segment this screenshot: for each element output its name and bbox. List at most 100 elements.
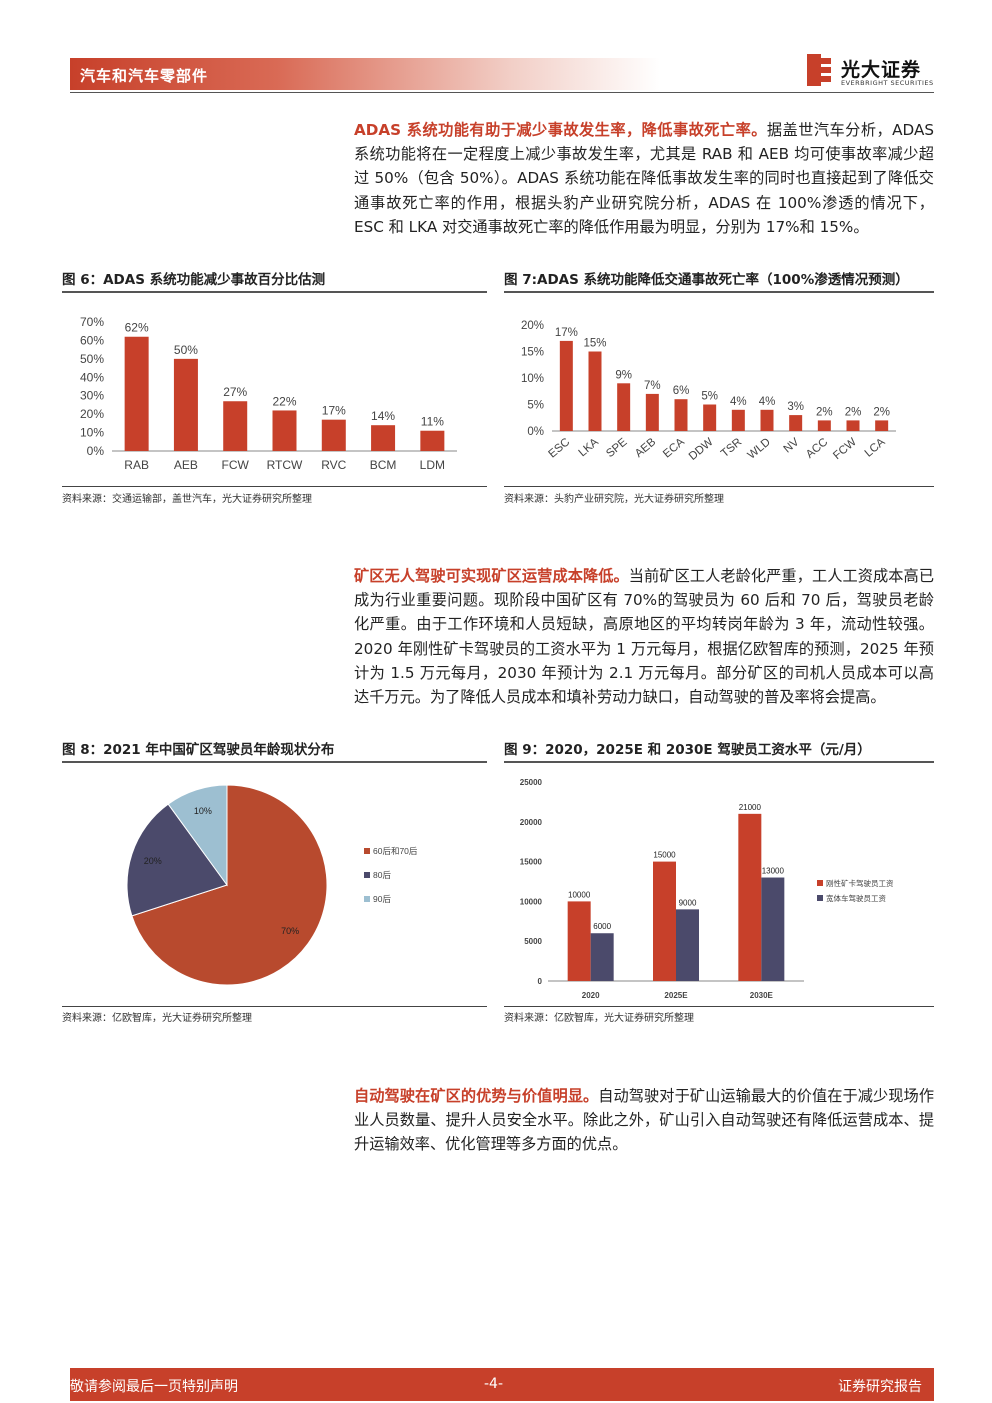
y-tick-label: 20% [521, 320, 544, 332]
x-tick-label: FCW [222, 458, 250, 472]
chart-fig7: 0% 5% 10% 15% 20% 17% ESC 15% LKA 9% SPE 7% AEB 6% ECA… [521, 320, 896, 463]
figure-source: 资料来源：亿欧智库，光大证券研究所整理 [504, 1013, 694, 1024]
x-tick-label: AEB [633, 436, 659, 460]
y-tick-label: 50% [80, 352, 104, 366]
x-tick-label: AEB [174, 458, 198, 472]
x-tick-label: RVC [321, 458, 346, 472]
header-band: 汽车和汽车零部件 [70, 58, 660, 90]
x-tick-label: SPE [604, 436, 630, 460]
x-tick-label: ECA [661, 436, 687, 461]
source-rule [504, 1006, 934, 1007]
legend-label: 宽体车驾驶员工资 [826, 893, 886, 903]
paragraph-highlight: 自动驾驶在矿区的优势与价值明显。 [354, 1087, 599, 1105]
figure-title: 图 7:ADAS 系统功能降低交通事故死亡率（100%渗透情况预测） [504, 272, 909, 288]
bar [645, 393, 659, 431]
paragraph-adas: ADAS 系统功能有助于减少事故发生率，降低事故死亡率。据盖世汽车分析，ADAS… [354, 118, 934, 239]
figure-title: 图 6：ADAS 系统功能减少事故百分比估测 [62, 272, 326, 288]
y-tick-label: 5% [527, 400, 544, 412]
logo-icon [807, 54, 831, 86]
bar [559, 340, 573, 431]
legend-label: 60后和70后 [373, 846, 418, 856]
page-number: -4- [484, 1376, 504, 1392]
x-tick-label: ACC [804, 436, 830, 461]
data-label: 22% [272, 394, 296, 408]
y-tick-label: 40% [80, 370, 104, 384]
data-label: 15% [583, 338, 606, 350]
slice-label: 10% [194, 806, 212, 816]
x-tick-label: NV [782, 436, 802, 456]
figure-rule [62, 761, 487, 763]
data-label: 6000 [593, 922, 611, 931]
bar [371, 425, 396, 451]
y-tick-label: 60% [80, 333, 104, 347]
legend-swatch [364, 848, 370, 854]
bar [223, 401, 248, 451]
footer-band: 敬请参阅最后一页特别声明 -4- 证券研究报告 [70, 1368, 934, 1401]
paragraph-body: 当前矿区工人老龄化严重，工人工资成本高已成为行业重要问题。现阶段中国矿区有 70… [354, 567, 935, 707]
data-label: 2% [873, 406, 890, 418]
x-tick-label: 2020 [582, 991, 600, 1000]
bar [789, 415, 803, 431]
data-label: 14% [371, 409, 395, 423]
source-rule [62, 1006, 487, 1007]
figure-rule [62, 291, 487, 293]
x-tick-label: FCW [831, 436, 859, 462]
section-title: 汽车和汽车零部件 [80, 67, 209, 85]
x-tick-label: 2030E [750, 991, 774, 1000]
slice-label: 20% [144, 856, 162, 866]
y-tick-label: 20% [80, 407, 104, 421]
bar [420, 430, 445, 451]
bar [588, 351, 602, 431]
legend-swatch [364, 872, 370, 878]
x-tick-label: BCM [370, 458, 397, 472]
data-label: 6% [673, 385, 690, 397]
figure-rule [504, 761, 934, 763]
chart-fig9: 0 5000 10000 15000 20000 25000 10000 6000 2020 15… [520, 778, 894, 1000]
figure-source: 资料来源：亿欧智库，光大证券研究所整理 [62, 1013, 252, 1024]
y-tick-label: 5000 [524, 937, 542, 946]
bar [731, 409, 745, 431]
data-label: 5% [701, 391, 718, 403]
logo-text: 光大证券 [841, 59, 922, 81]
x-tick-label: 2025E [664, 991, 688, 1000]
x-tick-label: LCA [863, 436, 888, 460]
y-tick-label: 15000 [520, 858, 543, 867]
bar [738, 813, 762, 981]
broker-logo: 光大证券 EVERBRIGHT SECURITIES [805, 52, 935, 90]
footer-disclaimer: 敬请参阅最后一页特别声明 [70, 1379, 238, 1395]
bar [653, 861, 676, 981]
data-label: 50% [174, 343, 198, 357]
paragraph-advantage: 自动驾驶在矿区的优势与价值明显。自动驾驶对于矿山运输最大的价值在于减少现场作业人… [354, 1084, 934, 1157]
header-rule [70, 92, 934, 93]
bar [817, 420, 831, 431]
bar [761, 877, 785, 981]
y-tick-label: 30% [80, 389, 104, 403]
bar [676, 909, 699, 981]
data-label: 13000 [762, 867, 785, 876]
legend-label: 80后 [373, 870, 391, 880]
legend-label: 90后 [373, 894, 391, 904]
data-label: 4% [759, 396, 776, 408]
x-tick-label: LDM [420, 458, 445, 472]
bar [617, 383, 631, 431]
y-tick-label: 70% [80, 315, 104, 329]
paragraph-highlight: 矿区无人驾驶可实现矿区运营成本降低。 [354, 567, 629, 585]
data-label: 3% [787, 401, 804, 413]
data-label: 21000 [739, 803, 762, 812]
logo-subtext: EVERBRIGHT SECURITIES [841, 79, 934, 87]
y-tick-label: 25000 [520, 778, 543, 787]
data-label: 17% [555, 327, 578, 339]
y-tick-label: 0 [538, 977, 543, 986]
bar [567, 901, 591, 981]
y-tick-label: 10% [80, 426, 104, 440]
x-tick-label: WLD [746, 436, 773, 462]
y-tick-label: 0% [527, 426, 544, 438]
x-tick-label: RTCW [267, 458, 303, 472]
data-label: 62% [125, 321, 149, 335]
data-label: 2% [845, 406, 862, 418]
pie-slice [131, 784, 328, 986]
x-tick-label: ESC [546, 436, 572, 460]
y-tick-label: 0% [87, 444, 105, 458]
pie-slice [167, 784, 228, 887]
paragraph-highlight: ADAS 系统功能有助于减少事故发生率，降低事故死亡率。 [354, 121, 767, 139]
